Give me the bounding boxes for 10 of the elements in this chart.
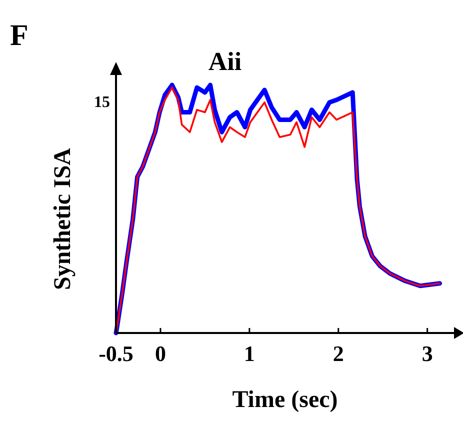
y-axis-title: Synthetic ISA	[50, 147, 76, 290]
x-tick-label: 3	[422, 341, 433, 366]
x-tick-label: 0	[154, 341, 166, 366]
chart-title: Aii	[208, 47, 242, 76]
x-tick-label: -0.5	[98, 341, 134, 366]
text: F	[10, 19, 28, 52]
x-tick-label: 1	[244, 341, 255, 366]
text: 15	[94, 94, 110, 111]
x-tick-label: 2	[332, 341, 344, 366]
x-axis-title: Time (sec)	[232, 387, 338, 413]
